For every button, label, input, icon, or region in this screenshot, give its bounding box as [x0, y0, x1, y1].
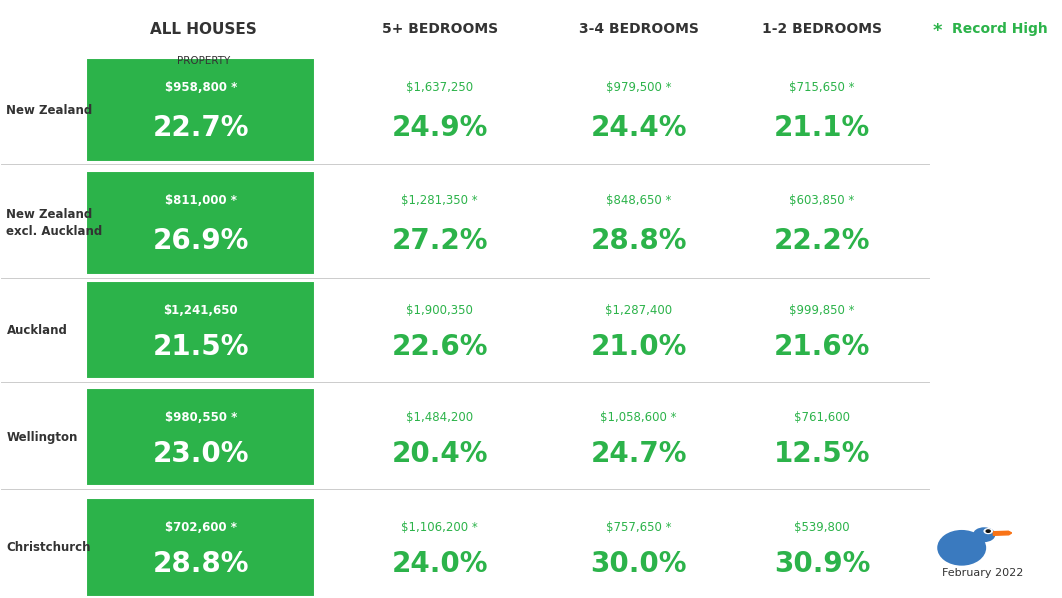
Text: 24.7%: 24.7% — [590, 440, 687, 468]
Text: 28.8%: 28.8% — [590, 227, 687, 255]
Text: $702,600 *: $702,600 * — [165, 521, 237, 534]
Text: $848,650 *: $848,650 * — [605, 194, 671, 207]
Text: $757,650 *: $757,650 * — [605, 521, 671, 534]
Text: 22.2%: 22.2% — [774, 227, 870, 255]
Text: $980,550 *: $980,550 * — [165, 411, 237, 424]
Text: $539,800: $539,800 — [794, 521, 850, 534]
Ellipse shape — [973, 527, 995, 542]
Circle shape — [984, 529, 992, 533]
Text: $1,281,350 *: $1,281,350 * — [401, 194, 478, 207]
Text: New Zealand
excl. Auckland: New Zealand excl. Auckland — [6, 208, 103, 238]
Text: ALL HOUSES: ALL HOUSES — [150, 22, 257, 37]
Text: 28.8%: 28.8% — [153, 550, 249, 578]
FancyBboxPatch shape — [86, 388, 315, 487]
Text: $958,800 *: $958,800 * — [165, 81, 237, 93]
Text: 21.6%: 21.6% — [774, 333, 870, 361]
Text: 5+ BEDROOMS: 5+ BEDROOMS — [381, 22, 498, 36]
Text: 3-4 BEDROOMS: 3-4 BEDROOMS — [579, 22, 699, 36]
FancyBboxPatch shape — [86, 171, 315, 275]
Text: 1-2 BEDROOMS: 1-2 BEDROOMS — [763, 22, 883, 36]
Text: 26.9%: 26.9% — [153, 227, 249, 255]
Text: PROPERTY: PROPERTY — [176, 56, 229, 66]
Text: 24.4%: 24.4% — [590, 114, 687, 142]
FancyBboxPatch shape — [86, 498, 315, 597]
Circle shape — [987, 530, 990, 532]
Text: 22.7%: 22.7% — [153, 114, 249, 142]
Text: 22.6%: 22.6% — [392, 333, 489, 361]
Text: 30.9%: 30.9% — [774, 550, 870, 578]
Text: $1,484,200: $1,484,200 — [406, 411, 474, 424]
Text: 21.1%: 21.1% — [774, 114, 870, 142]
FancyArrow shape — [993, 531, 1012, 535]
Text: 20.4%: 20.4% — [392, 440, 489, 468]
Text: $1,287,400: $1,287,400 — [605, 304, 672, 317]
Text: $999,850 *: $999,850 * — [789, 304, 855, 317]
Text: $1,637,250: $1,637,250 — [406, 81, 474, 93]
Text: Auckland: Auckland — [6, 324, 67, 337]
Text: $715,650 *: $715,650 * — [789, 81, 855, 93]
Text: February 2022: February 2022 — [942, 568, 1024, 578]
Text: 23.0%: 23.0% — [153, 440, 249, 468]
Text: Record High: Record High — [952, 22, 1047, 36]
Text: $603,850 *: $603,850 * — [789, 194, 855, 207]
Text: 30.0%: 30.0% — [590, 550, 687, 578]
Text: 21.5%: 21.5% — [153, 333, 249, 361]
Text: $1,106,200 *: $1,106,200 * — [401, 521, 478, 534]
Text: 24.9%: 24.9% — [392, 114, 487, 142]
Text: 12.5%: 12.5% — [774, 440, 870, 468]
Text: $1,241,650: $1,241,650 — [164, 304, 238, 317]
Ellipse shape — [938, 530, 987, 566]
Text: $811,000 *: $811,000 * — [165, 194, 237, 207]
FancyBboxPatch shape — [86, 58, 315, 162]
Text: $1,900,350: $1,900,350 — [407, 304, 474, 317]
Text: Christchurch: Christchurch — [6, 541, 91, 554]
Text: *: * — [932, 22, 942, 40]
Text: 27.2%: 27.2% — [392, 227, 489, 255]
Text: Wellington: Wellington — [6, 431, 78, 444]
Text: $1,058,600 *: $1,058,600 * — [600, 411, 676, 424]
Text: New Zealand: New Zealand — [6, 103, 92, 117]
Text: $761,600: $761,600 — [794, 411, 850, 424]
Text: 21.0%: 21.0% — [590, 333, 687, 361]
Text: $979,500 *: $979,500 * — [605, 81, 671, 93]
Text: 24.0%: 24.0% — [392, 550, 489, 578]
FancyBboxPatch shape — [86, 281, 315, 379]
